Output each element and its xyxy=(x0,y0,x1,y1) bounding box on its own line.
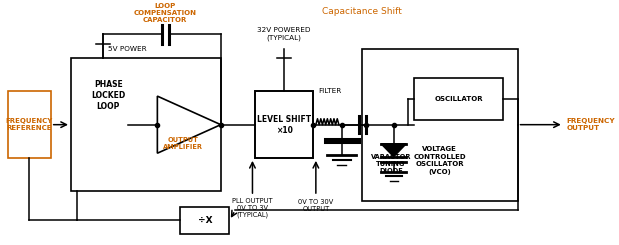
Polygon shape xyxy=(157,96,221,153)
Text: VOLTAGE
CONTROLLED
OSCILLATOR
(VCO): VOLTAGE CONTROLLED OSCILLATOR (VCO) xyxy=(413,146,466,175)
Text: FREQUENCY
REFERENCE: FREQUENCY REFERENCE xyxy=(6,118,53,131)
Polygon shape xyxy=(381,144,406,157)
Text: 32V POWERED
(TYPICAL): 32V POWERED (TYPICAL) xyxy=(258,27,311,41)
Bar xyxy=(7,91,51,158)
Text: 0V TO 30V
OUTPUT: 0V TO 30V OUTPUT xyxy=(298,199,334,212)
Bar xyxy=(414,78,503,120)
Text: OSCILLATOR: OSCILLATOR xyxy=(434,96,483,102)
Text: VARACTOR
TUNING
DIODE: VARACTOR TUNING DIODE xyxy=(371,154,411,174)
Text: OUTPUT
AMPLIFIER: OUTPUT AMPLIFIER xyxy=(163,137,203,150)
Text: FILTER: FILTER xyxy=(319,88,342,94)
Text: FREQUENCY
OUTPUT: FREQUENCY OUTPUT xyxy=(566,118,615,131)
Text: PLL OUTPUT
0V TO 3V
(TYPICAL): PLL OUTPUT 0V TO 3V (TYPICAL) xyxy=(232,198,273,218)
Bar xyxy=(362,49,517,201)
Bar xyxy=(180,207,230,234)
Bar xyxy=(256,91,313,158)
Text: ÷X: ÷X xyxy=(197,216,212,225)
Text: LOOP
COMPENSATION
CAPACITOR: LOOP COMPENSATION CAPACITOR xyxy=(134,3,197,23)
Bar xyxy=(71,58,221,191)
Text: PHASE
LOCKED
LOOP: PHASE LOCKED LOOP xyxy=(91,80,126,110)
Text: 5V POWER: 5V POWER xyxy=(108,46,147,51)
Text: LEVEL SHIFT
×10: LEVEL SHIFT ×10 xyxy=(257,115,311,135)
Text: Capacitance Shift: Capacitance Shift xyxy=(322,7,402,16)
